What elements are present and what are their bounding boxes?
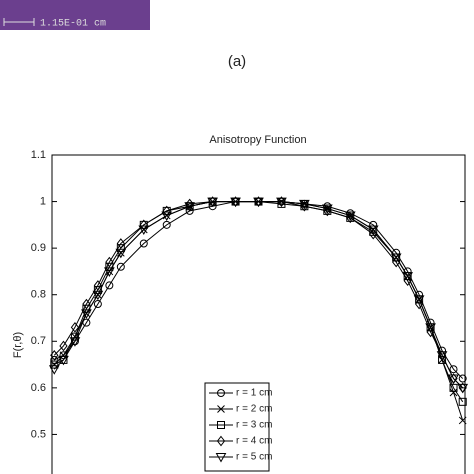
marker (403, 267, 412, 276)
marker (217, 421, 225, 429)
legend-label: r = 5 cm (236, 452, 272, 463)
marker (162, 220, 171, 229)
marker (458, 374, 467, 383)
marker (93, 286, 102, 295)
marker (59, 351, 68, 360)
legend-label: r = 4 cm (236, 436, 272, 447)
marker (48, 365, 60, 375)
marker (50, 355, 59, 364)
marker (458, 416, 467, 425)
y-tick-label: 0.6 (31, 382, 46, 394)
marker (50, 360, 59, 369)
marker (449, 388, 458, 397)
y-tick-label: 1 (40, 195, 46, 207)
marker (93, 300, 102, 309)
series-line (54, 201, 464, 379)
caption: (a) (228, 53, 246, 70)
marker (138, 225, 150, 236)
marker (207, 197, 218, 208)
chart-title: Anisotropy Function (209, 134, 306, 146)
marker (82, 298, 91, 310)
plot-area (51, 154, 466, 474)
marker (425, 323, 436, 333)
marker (184, 202, 196, 212)
series-line (53, 201, 464, 389)
marker (59, 340, 68, 352)
marker (115, 248, 127, 259)
marker (105, 256, 114, 268)
legend-label: r = 2 cm (236, 404, 272, 415)
marker (105, 262, 114, 271)
y-tick-label: 0.8 (31, 289, 46, 301)
marker (276, 197, 287, 208)
marker (414, 298, 424, 310)
marker (139, 239, 148, 248)
marker (58, 355, 69, 366)
marker (449, 383, 458, 392)
image-strip (0, 0, 150, 30)
marker (82, 304, 91, 313)
legend-box (204, 382, 270, 472)
marker (104, 267, 115, 277)
y-axis-label: F(r,θ) (12, 332, 24, 358)
marker (448, 374, 459, 385)
marker (413, 295, 425, 305)
marker (277, 199, 286, 208)
marker (253, 197, 264, 208)
marker (50, 349, 59, 361)
y-tick-label: 0.9 (31, 242, 46, 254)
marker (215, 453, 227, 463)
marker (70, 321, 80, 333)
legend-label: r = 3 cm (236, 420, 272, 431)
marker (161, 211, 173, 222)
scale-label: 1.15E-01 cm (40, 19, 106, 30)
marker (105, 281, 114, 290)
y-tick-label: 0.5 (31, 428, 46, 440)
marker (116, 244, 125, 253)
marker (321, 204, 333, 215)
marker (438, 355, 447, 364)
marker (344, 211, 356, 222)
marker (216, 435, 226, 447)
marker (436, 351, 448, 361)
marker (69, 337, 81, 347)
marker (457, 383, 469, 394)
legend-label: r = 1 cm (236, 388, 272, 399)
marker (458, 397, 467, 406)
marker (217, 389, 225, 397)
marker (59, 351, 68, 360)
marker (92, 290, 104, 301)
marker (390, 253, 402, 263)
marker (230, 197, 241, 208)
marker (93, 280, 103, 291)
marker (116, 238, 125, 249)
y-tick-label: 0.7 (31, 335, 46, 347)
series-line (53, 201, 464, 389)
marker (116, 262, 125, 271)
marker (367, 225, 379, 236)
marker (449, 365, 458, 374)
marker (402, 272, 413, 282)
marker (217, 405, 225, 413)
marker (299, 199, 310, 210)
marker (208, 202, 217, 211)
marker (426, 326, 435, 338)
series-line (54, 201, 464, 403)
marker (185, 206, 194, 215)
marker (415, 290, 424, 299)
y-tick-label: 1.1 (31, 149, 46, 161)
marker (81, 309, 92, 319)
marker (403, 275, 412, 287)
